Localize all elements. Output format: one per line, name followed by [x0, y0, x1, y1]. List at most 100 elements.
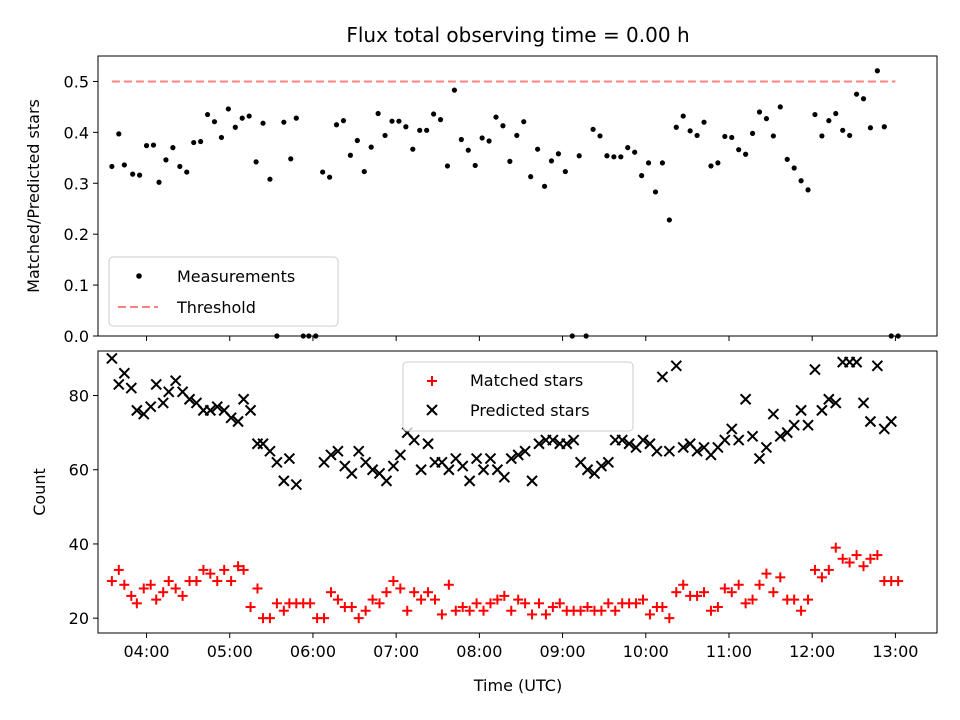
predicted-point-111 — [885, 415, 897, 428]
measurement-point-0 — [109, 163, 115, 170]
predicted-point-94 — [767, 408, 780, 420]
measurement-point-85 — [694, 132, 700, 139]
predicted-point-65 — [567, 434, 580, 446]
matched-point-58 — [499, 590, 510, 601]
matched-point-21 — [245, 602, 256, 613]
measurement-point-68 — [576, 153, 582, 159]
bottom-y-tick-label-0: 20 — [69, 609, 89, 628]
top-legend: Measurements Threshold — [108, 256, 339, 327]
predicted-point-51 — [470, 452, 483, 465]
bottom-panel: 20 40 60 80 04:00 05:00 06:00 07:00 08:00 09:00 1… — [30, 350, 938, 695]
measurement-point-86 — [701, 119, 707, 125]
matched-point-38 — [360, 605, 371, 616]
predicted-point-49 — [457, 460, 469, 472]
x-tick-label-9: 13:00 — [872, 642, 918, 661]
measurement-point-98 — [784, 156, 790, 162]
measurement-point-54 — [479, 135, 485, 141]
measurement-point-70 — [590, 126, 596, 132]
measurement-point-55 — [486, 138, 492, 144]
measurement-point-94 — [756, 109, 763, 115]
predicted-point-57 — [512, 449, 524, 461]
predicted-point-58 — [519, 445, 531, 457]
matched-point-39 — [367, 594, 378, 605]
predicted-point-67 — [581, 464, 594, 476]
predicted-point-20 — [237, 393, 250, 405]
predicted-point-99 — [802, 419, 814, 431]
measurement-point-65 — [555, 151, 562, 157]
measurement-point-96 — [770, 133, 776, 139]
matched-point-91 — [726, 587, 737, 598]
measurement-point-36 — [354, 137, 360, 144]
matched-point-88 — [705, 605, 716, 616]
matched-point-13 — [191, 576, 202, 587]
predicted-point-56 — [505, 452, 517, 465]
matched-point-70 — [582, 602, 593, 613]
measurement-point-104 — [826, 118, 832, 124]
matched-point-111 — [865, 553, 876, 564]
predicted-point-28 — [290, 478, 303, 491]
top-y-tick-label-4: 0.4 — [64, 123, 89, 142]
predicted-point-62 — [547, 434, 559, 446]
predicted-point-47 — [443, 464, 455, 476]
measurement-point-75 — [625, 145, 631, 151]
matched-point-115 — [893, 576, 904, 587]
legend-predicted-label: Predicted stars — [470, 401, 590, 420]
predicted-point-93 — [760, 441, 773, 454]
matched-point-47 — [423, 587, 434, 598]
matched-point-45 — [409, 587, 420, 598]
matched-point-83 — [671, 587, 682, 598]
measurement-point-77 — [639, 173, 645, 179]
matched-point-36 — [346, 602, 357, 613]
measurement-point-108 — [853, 91, 860, 97]
measurement-point-1 — [116, 131, 122, 137]
bottom-y-tick-label-2: 60 — [69, 461, 89, 480]
predicted-point-106 — [850, 356, 863, 368]
predicted-point-33 — [346, 467, 358, 480]
measurement-point-106 — [840, 127, 846, 133]
measurement-point-3 — [130, 171, 136, 177]
matched-point-22 — [252, 583, 263, 594]
measurement-point-8 — [163, 157, 169, 163]
measurement-point-80 — [659, 160, 666, 166]
measurement-point-27 — [293, 115, 299, 121]
legend-measurements-label: Measurements — [177, 267, 295, 286]
predicted-point-30 — [325, 449, 337, 461]
x-tick-label-4: 08:00 — [456, 642, 502, 661]
measurement-point-26 — [288, 156, 294, 162]
matched-point-55 — [478, 605, 489, 616]
matched-point-42 — [388, 576, 399, 587]
measurement-point-53 — [472, 162, 478, 169]
matched-point-5 — [138, 583, 149, 594]
measurement-point-107 — [847, 132, 853, 139]
measurement-point-18 — [232, 124, 238, 130]
measurement-point-21 — [253, 159, 259, 165]
predicted-point-89 — [732, 434, 745, 446]
measurement-point-79 — [652, 189, 659, 195]
measurement-point-5 — [143, 143, 150, 149]
matched-point-52 — [457, 602, 468, 613]
bottom-legend: Matched stars Predicted stars — [402, 361, 634, 432]
x-tick-label-8: 12:00 — [789, 642, 835, 661]
matched-point-108 — [844, 557, 855, 568]
measurement-point-84 — [687, 128, 693, 134]
measurement-point-105 — [833, 110, 839, 117]
bottom-y-axis-label: Count — [30, 468, 49, 516]
matched-point-96 — [761, 568, 772, 579]
predicted-point-12 — [183, 393, 196, 405]
matched-point-60 — [513, 594, 524, 605]
x-tick-label-5: 09:00 — [540, 642, 586, 661]
measurement-point-4 — [137, 172, 143, 178]
predicted-point-64 — [561, 438, 573, 450]
measurement-point-82 — [673, 124, 679, 130]
predicted-point-69 — [595, 460, 608, 472]
legend-matched-label: Matched stars — [470, 371, 583, 390]
measurement-point-74 — [618, 154, 624, 160]
measurement-point-111 — [874, 68, 880, 74]
predicted-point-98 — [795, 404, 807, 417]
predicted-point-21 — [244, 404, 257, 417]
predicted-point-0 — [106, 352, 118, 365]
predicted-point-92 — [753, 452, 766, 465]
predicted-point-53 — [484, 452, 497, 465]
measurement-point-19 — [239, 115, 245, 121]
measurement-point-38 — [368, 144, 374, 150]
